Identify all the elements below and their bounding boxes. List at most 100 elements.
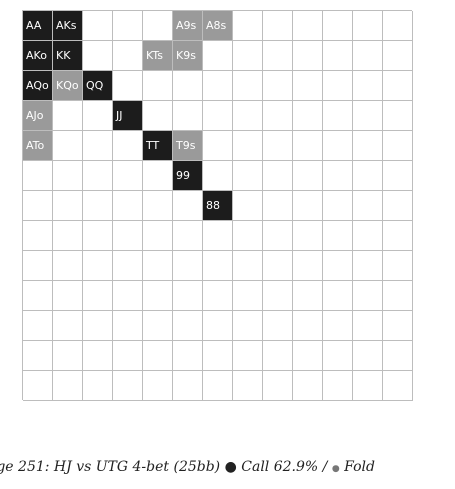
empty-cell xyxy=(113,41,143,71)
empty-cell xyxy=(233,341,263,371)
empty-cell xyxy=(23,251,53,281)
empty-cell xyxy=(113,11,143,41)
empty-cell xyxy=(173,371,203,401)
figure-caption: age 251: HJ vs UTG 4-bet (25bb) ● Call 6… xyxy=(0,455,455,479)
empty-cell xyxy=(263,281,293,311)
empty-cell xyxy=(83,11,113,41)
empty-cell xyxy=(293,281,323,311)
empty-cell xyxy=(233,71,263,101)
empty-cell xyxy=(293,191,323,221)
empty-cell xyxy=(113,281,143,311)
empty-cell xyxy=(83,131,113,161)
empty-cell xyxy=(143,251,173,281)
empty-cell xyxy=(203,101,233,131)
empty-cell xyxy=(353,11,383,41)
empty-cell xyxy=(383,131,413,161)
empty-cell xyxy=(113,251,143,281)
empty-cell xyxy=(233,191,263,221)
empty-cell xyxy=(83,191,113,221)
empty-cell xyxy=(233,311,263,341)
empty-cell xyxy=(353,311,383,341)
empty-cell xyxy=(383,71,413,101)
empty-cell xyxy=(233,251,263,281)
hand-cell-tt: TT xyxy=(143,131,173,161)
empty-cell xyxy=(293,221,323,251)
empty-cell xyxy=(53,371,83,401)
empty-cell xyxy=(383,11,413,41)
empty-cell xyxy=(323,41,353,71)
empty-cell xyxy=(83,101,113,131)
empty-cell xyxy=(263,371,293,401)
empty-cell xyxy=(113,161,143,191)
empty-cell xyxy=(293,251,323,281)
hand-cell-qq: QQ xyxy=(83,71,113,101)
hand-cell-kts: KTs xyxy=(143,41,173,71)
empty-cell xyxy=(353,191,383,221)
empty-cell xyxy=(383,251,413,281)
empty-cell xyxy=(263,221,293,251)
empty-cell xyxy=(263,131,293,161)
empty-cell xyxy=(383,221,413,251)
empty-cell xyxy=(323,221,353,251)
empty-cell xyxy=(53,131,83,161)
empty-cell xyxy=(353,341,383,371)
empty-cell xyxy=(383,161,413,191)
hand-cell-aa: AA xyxy=(23,11,53,41)
empty-cell xyxy=(143,161,173,191)
hand-cell-aqo: AQo xyxy=(23,71,53,101)
empty-cell xyxy=(143,341,173,371)
empty-cell xyxy=(83,311,113,341)
empty-cell xyxy=(233,281,263,311)
empty-cell xyxy=(323,191,353,221)
empty-cell xyxy=(83,161,113,191)
empty-cell xyxy=(173,71,203,101)
empty-cell xyxy=(53,341,83,371)
empty-cell xyxy=(293,341,323,371)
empty-cell xyxy=(293,161,323,191)
call-legend-dot: ● xyxy=(224,459,237,475)
hand-cell-a8s: A8s xyxy=(203,11,233,41)
empty-cell xyxy=(23,281,53,311)
empty-cell xyxy=(203,161,233,191)
empty-cell xyxy=(23,371,53,401)
empty-cell xyxy=(293,71,323,101)
hand-cell-k9s: K9s xyxy=(173,41,203,71)
empty-cell xyxy=(323,371,353,401)
empty-cell xyxy=(83,41,113,71)
empty-cell xyxy=(113,311,143,341)
empty-cell xyxy=(263,101,293,131)
empty-cell xyxy=(353,41,383,71)
empty-cell xyxy=(203,371,233,401)
empty-cell xyxy=(53,161,83,191)
empty-cell xyxy=(83,221,113,251)
hand-cell-ako: AKo xyxy=(23,41,53,71)
empty-cell xyxy=(353,371,383,401)
empty-cell xyxy=(203,131,233,161)
empty-cell xyxy=(173,251,203,281)
empty-cell xyxy=(173,221,203,251)
empty-cell xyxy=(323,71,353,101)
empty-cell xyxy=(383,281,413,311)
hand-cell-88: 88 xyxy=(203,191,233,221)
empty-cell xyxy=(113,71,143,101)
empty-cell xyxy=(113,131,143,161)
empty-cell xyxy=(383,191,413,221)
empty-cell xyxy=(173,311,203,341)
hand-cell-ajo: AJo xyxy=(23,101,53,131)
empty-cell xyxy=(23,191,53,221)
empty-cell xyxy=(53,311,83,341)
caption-call-text: Call 62.9% / xyxy=(236,459,332,475)
caption-prefix: age 251: HJ vs UTG 4-bet (25bb) xyxy=(0,459,225,475)
empty-cell xyxy=(53,191,83,221)
hand-cell-99: 99 xyxy=(173,161,203,191)
empty-cell xyxy=(233,101,263,131)
empty-cell xyxy=(353,161,383,191)
empty-cell xyxy=(233,371,263,401)
hand-cell-t9s: T9s xyxy=(173,131,203,161)
empty-cell xyxy=(293,311,323,341)
empty-cell xyxy=(143,311,173,341)
empty-cell xyxy=(233,161,263,191)
caption-fold-text: Fold xyxy=(339,459,375,475)
empty-cell xyxy=(353,251,383,281)
empty-cell xyxy=(143,11,173,41)
